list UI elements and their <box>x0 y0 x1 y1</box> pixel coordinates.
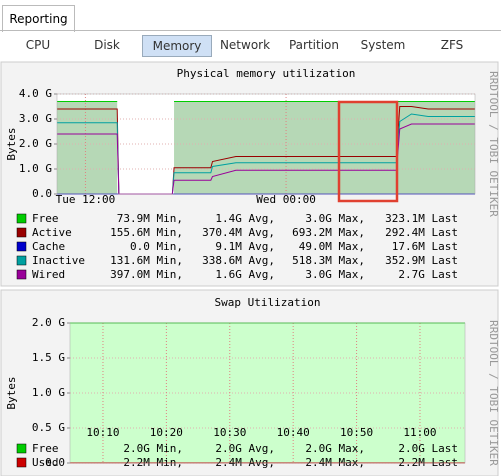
y-axis-label: Bytes <box>5 376 18 409</box>
legend-name: Used <box>32 456 59 469</box>
tab[interactable]: CPU <box>25 38 51 52</box>
tab[interactable]: Disk <box>94 38 120 52</box>
legend-stat: 2.0G Min, <box>123 442 183 455</box>
legend-stat: 2.2M Last <box>398 456 458 469</box>
legend-stat: 338.6M Avg, <box>202 254 275 267</box>
plot-border <box>69 322 466 464</box>
legend-stat: 693.2M Max, <box>292 226 365 239</box>
legend-name: Free <box>32 442 59 455</box>
legend-stat: 3.0G Max, <box>305 268 365 281</box>
x-tick-label: 10:10 <box>86 426 119 439</box>
y-tick-label: 0.0 <box>32 187 52 200</box>
reporting-tab[interactable]: Reporting <box>2 5 75 32</box>
legend-swatch <box>16 457 27 468</box>
y-tick-label: 0.5 G <box>32 421 65 434</box>
legend-name: Wired <box>32 268 65 281</box>
area-fill <box>57 101 118 194</box>
legend-stat: 1.4G Avg, <box>215 212 275 225</box>
y-tick-label: 1.5 G <box>32 351 65 364</box>
legend-stat: 2.2M Min, <box>123 456 183 469</box>
tab[interactable]: Network <box>219 38 271 52</box>
x-tick-label: 10:40 <box>277 426 310 439</box>
area-fill <box>70 323 465 463</box>
legend-stat: 2.0G Last <box>398 442 458 455</box>
legend-stat: 1.6G Avg, <box>215 268 275 281</box>
legend-stat: 2.7G Last <box>398 268 458 281</box>
legend-stat: 397.0M Min, <box>110 268 183 281</box>
legend-swatch <box>16 269 27 280</box>
legend-stat: 370.4M Avg, <box>202 226 275 239</box>
legend-stat: 0.0 Min, <box>130 240 183 253</box>
chart-title: Physical memory utilization <box>177 67 356 80</box>
x-tick-label: Wed 00:00 <box>256 193 316 206</box>
y-tick-label: 1.0 G <box>19 162 52 175</box>
y-tick-label: 2.0 G <box>19 137 52 150</box>
legend-stat: 292.4M Last <box>385 226 458 239</box>
tab[interactable]: System <box>360 38 406 52</box>
y-tick-label: 0.0 <box>45 456 65 469</box>
tab-bar: CPU Disk Memory Network Partition System ZFS <box>0 30 501 60</box>
plot-border <box>56 93 476 195</box>
legend-stat: 2.4M Max, <box>305 456 365 469</box>
legend-stat: 352.9M Last <box>385 254 458 267</box>
x-tick-label: Tue 12:00 <box>56 193 116 206</box>
memory-panel: Physical memory utilization Bytes RRDTOOL … <box>0 61 500 287</box>
tab[interactable]: Partition <box>288 38 339 52</box>
legend-stat: 3.0G Max, <box>305 212 365 225</box>
side-text: RRDTOOL / TOBI OETIKER <box>487 71 500 217</box>
y-tick-label: 2.0 G <box>32 316 65 329</box>
legend-stat: 73.9M Min, <box>117 212 183 225</box>
legend-swatch <box>16 227 27 238</box>
x-tick-label: 10:20 <box>150 426 183 439</box>
y-tick-label: 1.0 G <box>32 386 65 399</box>
legend-stat: 2.4M Avg, <box>215 456 275 469</box>
y-tick-label: 3.0 G <box>19 112 52 125</box>
legend-stat: 155.6M Min, <box>110 226 183 239</box>
legend-swatch <box>16 255 27 266</box>
highlight-box <box>337 100 399 203</box>
y-axis-label: Bytes <box>5 127 18 160</box>
legend-stat: 518.3M Max, <box>292 254 365 267</box>
legend-stat: 2.0G Avg, <box>215 442 275 455</box>
legend-stat: 49.0M Max, <box>299 240 365 253</box>
legend-swatch <box>16 213 27 224</box>
x-tick-label: 11:00 <box>403 426 436 439</box>
swap-panel: Swap Utilization Bytes RRDTOOL / TOBI OETI… <box>0 289 500 476</box>
legend-name: Inactive <box>32 254 85 267</box>
legend-name: Active <box>32 226 72 239</box>
chart-title: Swap Utilization <box>215 296 321 309</box>
legend-stat: 323.1M Last <box>385 212 458 225</box>
x-tick-label: 10:30 <box>213 426 246 439</box>
x-tick-label: 10:50 <box>340 426 373 439</box>
side-text: RRDTOOL / TOBI OETIKER <box>487 320 500 466</box>
legend-stat: 131.6M Min, <box>110 254 183 267</box>
legend-swatch <box>16 241 27 252</box>
legend-name: Cache <box>32 240 65 253</box>
area-fill <box>174 101 476 194</box>
legend-stat: 9.1M Avg, <box>215 240 275 253</box>
tab[interactable]: ZFS <box>440 38 464 52</box>
legend-stat: 17.6M Last <box>392 240 458 253</box>
legend-name: Free <box>32 212 59 225</box>
legend-stat: 2.0G Max, <box>305 442 365 455</box>
tab[interactable]: Memory <box>142 35 212 57</box>
legend-swatch <box>16 443 27 454</box>
y-tick-label: 4.0 G <box>19 87 52 100</box>
